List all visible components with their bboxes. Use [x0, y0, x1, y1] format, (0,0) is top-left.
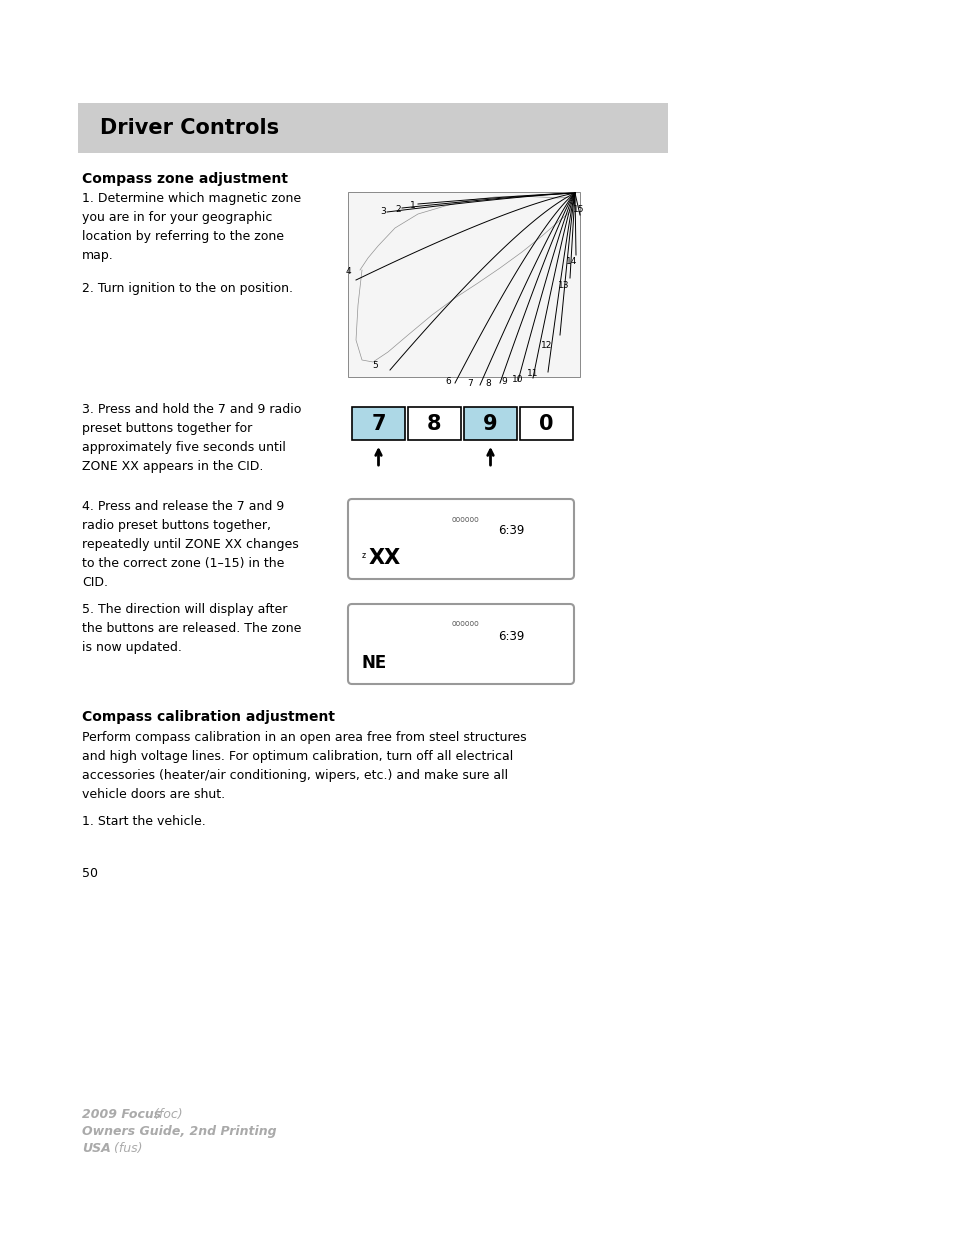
Text: 11: 11: [527, 369, 538, 378]
Text: 14: 14: [566, 258, 578, 267]
Bar: [519, 408, 573, 440]
Text: XX: XX: [369, 548, 401, 568]
Bar: [352, 408, 405, 440]
Text: 6: 6: [445, 378, 451, 387]
Text: Owners Guide, 2nd Printing: Owners Guide, 2nd Printing: [82, 1125, 276, 1137]
Text: 9: 9: [482, 414, 497, 433]
Text: Driver Controls: Driver Controls: [100, 119, 279, 138]
Text: 4. Press and release the 7 and 9
radio preset buttons together,
repeatedly until: 4. Press and release the 7 and 9 radio p…: [82, 500, 298, 589]
Text: 1: 1: [410, 200, 416, 210]
Bar: [348, 191, 579, 377]
Text: USA: USA: [82, 1142, 111, 1155]
Text: 2. Turn ignition to the on position.: 2. Turn ignition to the on position.: [82, 282, 293, 295]
Text: (fus): (fus): [110, 1142, 142, 1155]
Text: 2: 2: [395, 205, 400, 214]
Text: 15: 15: [573, 205, 584, 215]
Text: 8: 8: [485, 378, 491, 388]
Text: 3: 3: [379, 207, 385, 216]
Bar: [463, 408, 517, 440]
FancyBboxPatch shape: [348, 604, 574, 684]
Text: 9: 9: [500, 377, 506, 385]
Text: (foc): (foc): [150, 1108, 182, 1121]
Bar: [78, 103, 667, 153]
Text: oooooo: oooooo: [451, 515, 478, 524]
Text: 13: 13: [558, 280, 569, 289]
Text: 3. Press and hold the 7 and 9 radio
preset buttons together for
approximately fi: 3. Press and hold the 7 and 9 radio pres…: [82, 403, 301, 473]
Text: Compass calibration adjustment: Compass calibration adjustment: [82, 710, 335, 724]
Text: 8: 8: [427, 414, 441, 433]
Text: Perform compass calibration in an open area free from steel structures
and high : Perform compass calibration in an open a…: [82, 731, 526, 802]
Text: 12: 12: [540, 341, 552, 350]
Text: 4: 4: [345, 267, 351, 275]
Text: 2009 Focus: 2009 Focus: [82, 1108, 161, 1121]
Text: 7: 7: [371, 414, 385, 433]
Text: Compass zone adjustment: Compass zone adjustment: [82, 172, 288, 186]
FancyBboxPatch shape: [348, 499, 574, 579]
Text: 1. Determine which magnetic zone
you are in for your geographic
location by refe: 1. Determine which magnetic zone you are…: [82, 191, 301, 262]
Text: 6:39: 6:39: [497, 525, 524, 537]
Text: 7: 7: [467, 378, 473, 388]
Text: z: z: [361, 551, 366, 559]
Text: 1. Start the vehicle.: 1. Start the vehicle.: [82, 815, 206, 827]
Text: 5: 5: [372, 361, 377, 369]
Text: NE: NE: [361, 655, 387, 672]
Text: 5. The direction will display after
the buttons are released. The zone
is now up: 5. The direction will display after the …: [82, 603, 301, 655]
Text: 6:39: 6:39: [497, 630, 524, 642]
Bar: [408, 408, 460, 440]
Text: 0: 0: [538, 414, 553, 433]
Text: 10: 10: [512, 374, 523, 384]
Text: oooooo: oooooo: [451, 620, 478, 629]
Text: 50: 50: [82, 867, 98, 881]
